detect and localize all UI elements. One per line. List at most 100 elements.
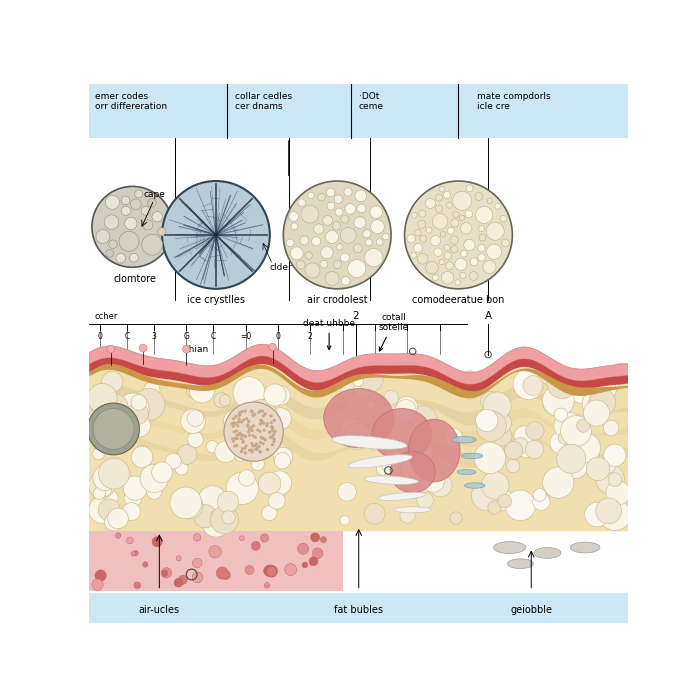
Circle shape xyxy=(92,186,173,267)
Circle shape xyxy=(603,379,619,393)
Circle shape xyxy=(502,239,510,247)
Circle shape xyxy=(405,181,512,289)
Circle shape xyxy=(251,411,254,414)
Circle shape xyxy=(340,515,349,525)
Circle shape xyxy=(242,434,246,438)
Circle shape xyxy=(259,422,262,426)
Circle shape xyxy=(251,429,254,432)
Circle shape xyxy=(240,420,243,424)
Polygon shape xyxy=(90,426,629,468)
Circle shape xyxy=(254,444,257,447)
Ellipse shape xyxy=(494,542,526,554)
Circle shape xyxy=(414,244,423,253)
Circle shape xyxy=(251,434,255,438)
Circle shape xyxy=(260,421,264,424)
Circle shape xyxy=(240,450,243,453)
Circle shape xyxy=(232,425,235,428)
Circle shape xyxy=(106,195,120,209)
Text: emer codes
orr differeration: emer codes orr differeration xyxy=(94,92,167,111)
Circle shape xyxy=(429,473,452,497)
Circle shape xyxy=(198,486,227,514)
Ellipse shape xyxy=(570,542,600,553)
Circle shape xyxy=(364,503,385,524)
Circle shape xyxy=(264,582,270,588)
Circle shape xyxy=(321,537,326,542)
Circle shape xyxy=(253,436,257,439)
Circle shape xyxy=(513,369,544,400)
Circle shape xyxy=(300,236,309,245)
Circle shape xyxy=(288,211,299,221)
Circle shape xyxy=(132,446,153,468)
Circle shape xyxy=(265,565,278,577)
Circle shape xyxy=(262,421,265,425)
Text: geiobble: geiobble xyxy=(510,605,552,615)
Circle shape xyxy=(269,343,276,351)
Circle shape xyxy=(89,496,116,524)
Circle shape xyxy=(262,505,277,521)
Circle shape xyxy=(340,228,356,244)
Circle shape xyxy=(461,223,472,234)
Circle shape xyxy=(475,193,483,200)
Circle shape xyxy=(251,450,254,454)
Circle shape xyxy=(571,433,601,463)
Circle shape xyxy=(193,533,201,541)
Circle shape xyxy=(139,344,147,352)
Circle shape xyxy=(238,432,242,435)
Circle shape xyxy=(251,457,265,470)
Circle shape xyxy=(459,215,465,220)
Circle shape xyxy=(233,444,237,448)
Circle shape xyxy=(202,509,230,537)
Circle shape xyxy=(95,570,106,581)
Circle shape xyxy=(193,558,202,568)
Circle shape xyxy=(479,225,484,232)
Text: 0: 0 xyxy=(276,332,280,342)
Circle shape xyxy=(562,449,579,466)
Circle shape xyxy=(99,483,112,496)
Circle shape xyxy=(586,457,610,481)
Ellipse shape xyxy=(452,437,476,443)
Circle shape xyxy=(240,410,244,413)
Circle shape xyxy=(250,426,253,429)
Circle shape xyxy=(400,461,417,477)
Circle shape xyxy=(400,508,415,523)
Circle shape xyxy=(247,430,250,433)
Circle shape xyxy=(251,541,260,550)
Circle shape xyxy=(106,249,113,257)
Circle shape xyxy=(260,436,263,439)
Circle shape xyxy=(420,235,427,242)
Circle shape xyxy=(271,427,274,430)
Circle shape xyxy=(268,425,284,440)
Circle shape xyxy=(305,262,320,278)
Circle shape xyxy=(337,244,343,250)
Circle shape xyxy=(332,222,341,230)
Circle shape xyxy=(533,493,550,510)
Circle shape xyxy=(363,230,371,238)
Circle shape xyxy=(542,467,574,498)
Circle shape xyxy=(543,395,561,414)
Circle shape xyxy=(130,253,138,262)
Text: cotall
sotelle: cotall sotelle xyxy=(379,312,409,351)
Circle shape xyxy=(251,448,253,452)
Circle shape xyxy=(433,274,438,281)
Circle shape xyxy=(102,372,122,393)
Circle shape xyxy=(443,191,451,199)
Circle shape xyxy=(321,246,333,259)
Circle shape xyxy=(140,464,169,493)
Circle shape xyxy=(262,437,265,440)
Circle shape xyxy=(245,417,248,421)
Circle shape xyxy=(273,438,276,440)
Circle shape xyxy=(523,376,542,396)
Circle shape xyxy=(93,487,106,500)
Circle shape xyxy=(176,493,203,519)
Circle shape xyxy=(596,498,622,524)
Circle shape xyxy=(439,259,444,265)
Circle shape xyxy=(88,384,117,413)
Circle shape xyxy=(538,367,554,384)
Circle shape xyxy=(561,416,592,447)
Circle shape xyxy=(241,440,245,444)
Circle shape xyxy=(345,204,356,214)
Circle shape xyxy=(176,556,181,561)
Text: C: C xyxy=(125,332,130,342)
Circle shape xyxy=(215,441,237,463)
Circle shape xyxy=(259,410,262,412)
